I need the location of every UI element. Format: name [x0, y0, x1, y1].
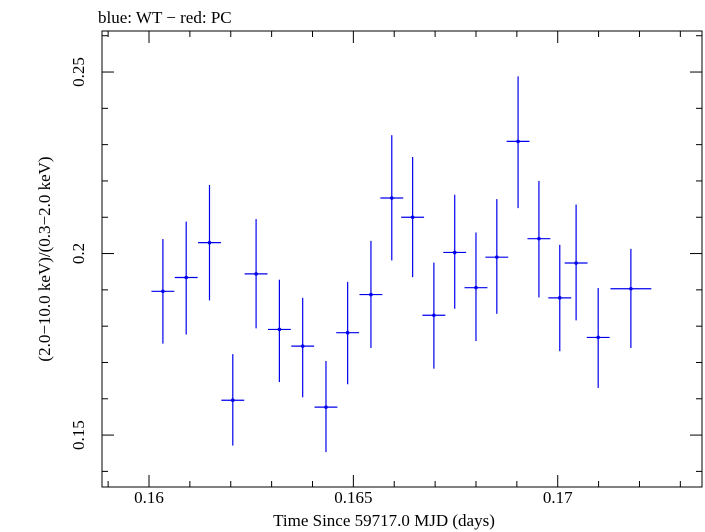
data-marker [495, 255, 499, 259]
data-marker [369, 292, 373, 297]
data-point [380, 135, 404, 261]
data-marker [277, 327, 282, 332]
data-series [151, 76, 652, 453]
data-point [291, 297, 315, 398]
data-point [198, 184, 221, 301]
data-marker [254, 272, 258, 276]
data-marker [629, 286, 633, 291]
data-marker [432, 313, 436, 318]
data-point [564, 204, 588, 321]
data-marker [207, 240, 212, 245]
data-marker [596, 335, 600, 340]
data-marker [452, 250, 457, 255]
data-point [267, 279, 291, 383]
data-point [401, 156, 425, 278]
data-marker [345, 330, 350, 335]
data-marker [410, 215, 415, 220]
x-tick-label: 0.165 [334, 488, 372, 507]
data-marker [324, 405, 328, 409]
data-marker [184, 275, 188, 280]
data-marker [557, 296, 562, 300]
data-marker [516, 139, 520, 144]
data-marker [389, 196, 394, 200]
data-point [586, 288, 610, 388]
data-point [174, 221, 198, 335]
data-point [244, 219, 268, 329]
data-point [314, 361, 338, 453]
data-point [485, 199, 509, 314]
x-tick-label: 0.16 [134, 488, 164, 507]
chart-title: blue: WT − red: PC [98, 8, 232, 27]
data-marker [537, 236, 541, 241]
data-point [464, 232, 488, 342]
tick-marks [102, 31, 702, 487]
y-tick-label: 0.2 [69, 243, 88, 264]
plot-frame [101, 30, 703, 488]
y-axis-title: (2.0−10.0 keV)/(0.3−2.0 keV) [35, 156, 54, 361]
data-marker [474, 285, 478, 290]
data-marker [230, 398, 235, 403]
data-point [151, 239, 175, 344]
data-point [443, 194, 467, 309]
data-point [527, 180, 551, 298]
data-point [548, 244, 572, 352]
data-marker [161, 289, 165, 294]
x-tick-label: 0.17 [543, 488, 573, 507]
x-axis-title: Time Since 59717.0 MJD (days) [273, 511, 495, 530]
data-point [610, 248, 652, 348]
data-point [359, 240, 383, 348]
y-tick-label: 0.25 [69, 57, 88, 87]
data-point [422, 262, 446, 369]
data-point [221, 354, 245, 446]
data-marker [574, 261, 578, 265]
data-marker [300, 344, 305, 348]
y-tick-label: 0.15 [69, 420, 88, 450]
data-point [506, 76, 530, 209]
data-point [336, 281, 360, 385]
tick-labels: 0.16 0.165 0.17 0.15 0.2 0.25 [69, 57, 573, 507]
